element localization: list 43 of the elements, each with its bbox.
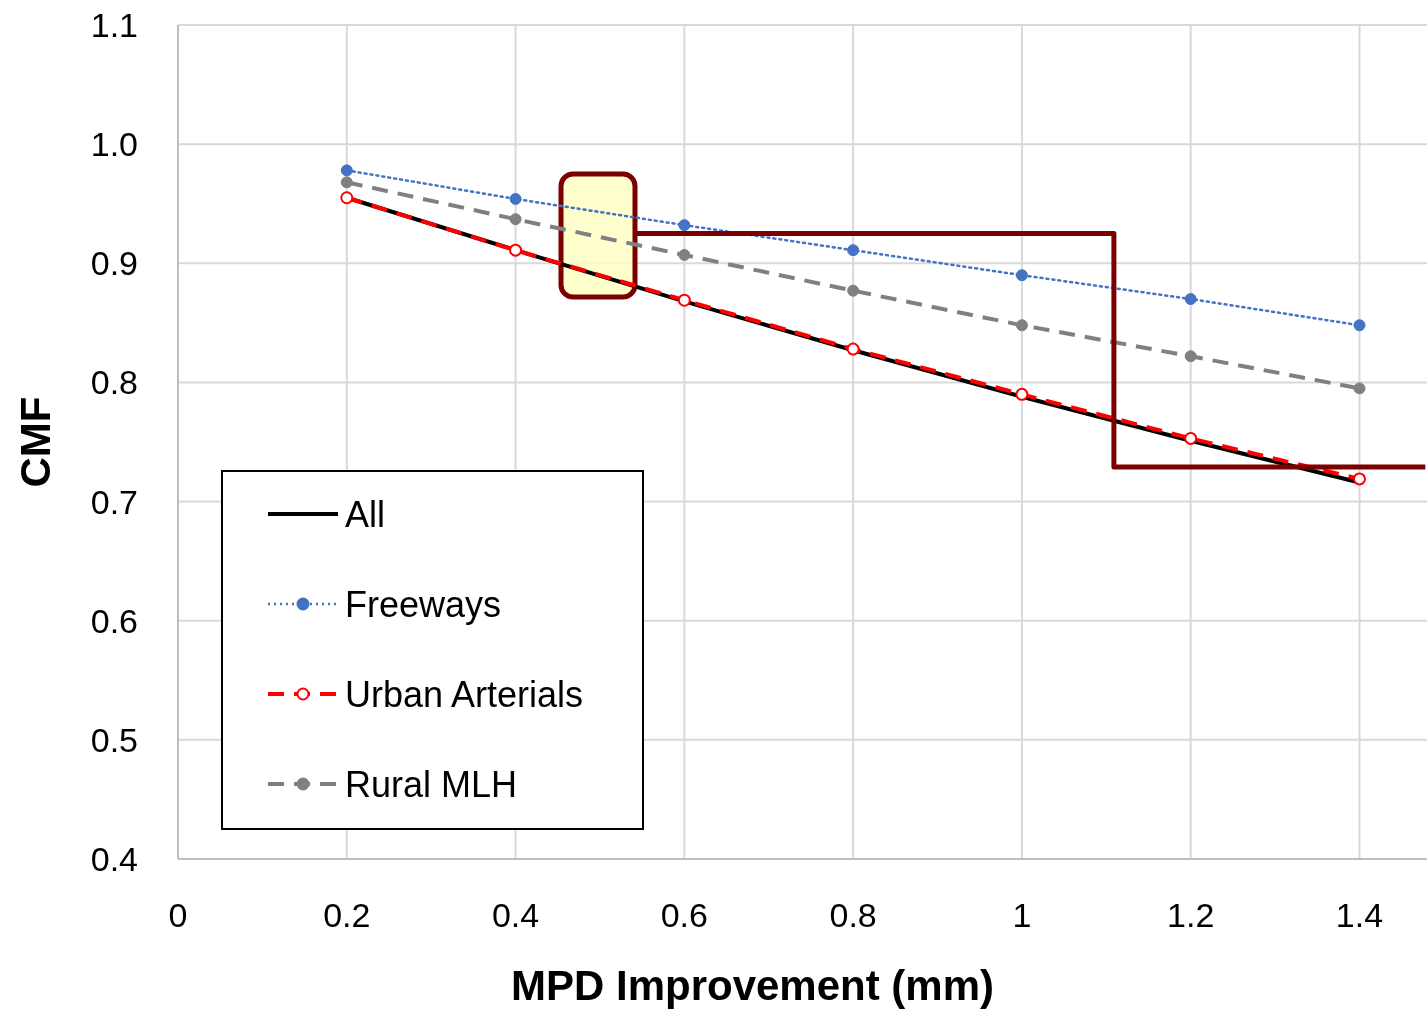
legend-label: Freeways xyxy=(345,584,502,625)
point xyxy=(340,164,353,177)
x-tick-label: 1 xyxy=(1012,896,1032,934)
point xyxy=(1353,382,1366,395)
x-tick-label: 0.6 xyxy=(660,896,708,934)
point xyxy=(1352,472,1366,486)
point xyxy=(340,191,354,205)
y-tick-label: 0.8 xyxy=(90,363,138,402)
point xyxy=(678,248,691,261)
point xyxy=(847,284,860,297)
legend-label: Rural MLH xyxy=(345,764,518,805)
point xyxy=(1353,319,1366,332)
y-tick-label: 1.0 xyxy=(90,125,138,164)
point xyxy=(509,213,522,226)
y-tick-label: 0.4 xyxy=(90,840,138,878)
x-tick-label: 0 xyxy=(168,896,188,934)
y-tick-label: 0.7 xyxy=(90,482,138,521)
point xyxy=(340,176,353,189)
point xyxy=(1184,350,1197,363)
x-tick-label: 1.2 xyxy=(1167,896,1215,934)
point xyxy=(1184,431,1198,445)
y-tick-label: 1.1 xyxy=(90,6,138,44)
x-tick-label: 0.8 xyxy=(829,896,877,934)
legend-label: All xyxy=(345,494,386,535)
point xyxy=(678,219,691,232)
legend-label: Urban Arterials xyxy=(345,674,584,715)
point xyxy=(1015,387,1029,401)
point xyxy=(847,244,860,257)
point xyxy=(1015,269,1028,282)
x-tick-label: 0.2 xyxy=(323,896,371,934)
x-axis-title: MPD Improvement (mm) xyxy=(510,962,995,1009)
y-tick-label: 0.5 xyxy=(90,720,138,759)
x-tick-label: 1.4 xyxy=(1335,896,1384,934)
x-tick-label: 0.4 xyxy=(491,896,540,934)
point xyxy=(1184,293,1197,306)
point xyxy=(1015,319,1028,332)
y-axis-title: CMF xyxy=(12,396,59,488)
point xyxy=(677,293,691,307)
y-tick-label: 0.6 xyxy=(90,601,138,640)
point xyxy=(846,342,860,356)
point xyxy=(509,192,522,205)
point xyxy=(509,243,523,257)
y-tick-label: 0.9 xyxy=(90,244,138,283)
